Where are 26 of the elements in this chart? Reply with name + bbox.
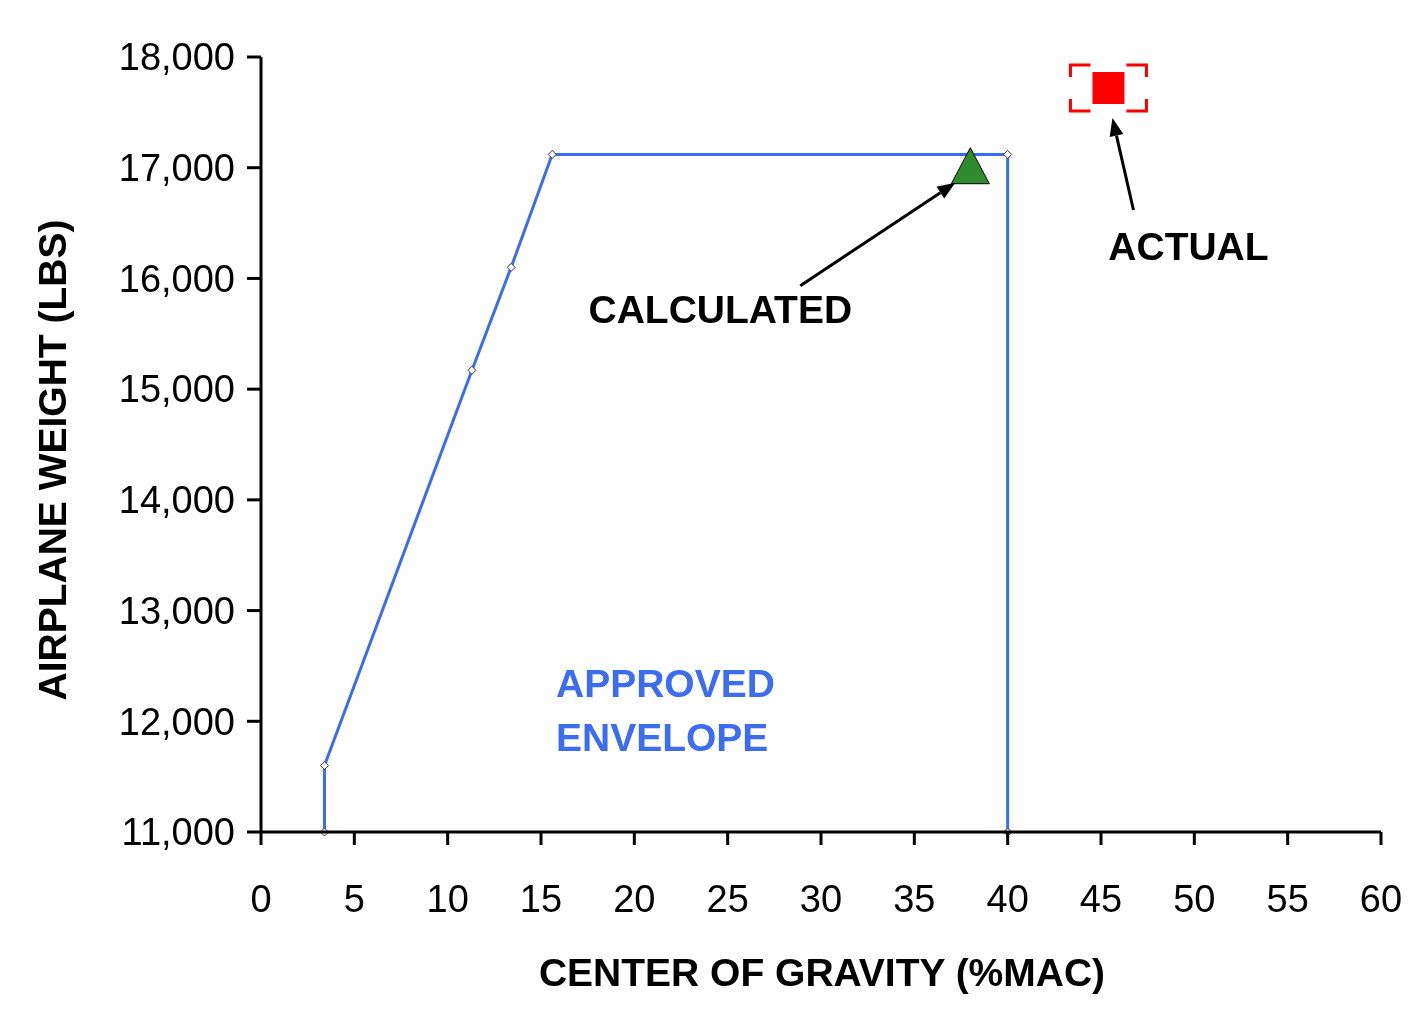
x-tick-label: 45 [1079,878,1123,920]
x-tick-label: 20 [613,878,656,920]
x-tick-label: 60 [1359,878,1403,920]
x-tick-label: 25 [706,878,749,920]
annotation: ACTUAL [1108,225,1269,268]
annotation: CALCULATED [588,287,853,331]
x-tick-label: 30 [799,878,843,920]
x-tick-label: 40 [986,878,1029,920]
y-tick-label: 17,000 [118,147,235,190]
y-tick-label: 11,000 [121,811,235,854]
x-tick-label: 35 [893,878,936,920]
y-tick-label: 14,000 [118,479,235,522]
y-tick-label: 15,000 [118,368,235,411]
text: APPROVED ENVELOPE [556,662,775,759]
x-tick-label: 10 [426,878,469,920]
x-tick-label: 0 [250,878,272,920]
y-tick-label: 12,000 [118,700,235,743]
x-axis-title: CENTER OF GRAVITY (%MAC) [538,951,1106,994]
y-axis-title: AIRPLANE WEIGHT (LBS) [31,219,74,701]
x-tick-label: 5 [343,878,365,920]
y-tick-label: 18,000 [118,36,235,79]
x-tick-label: 15 [519,878,563,920]
x-tick-label: 55 [1266,878,1309,920]
y-tick-label: 16,000 [118,257,235,300]
y-tick-label: 13,000 [118,589,235,632]
x-tick-label: 50 [1173,878,1216,920]
